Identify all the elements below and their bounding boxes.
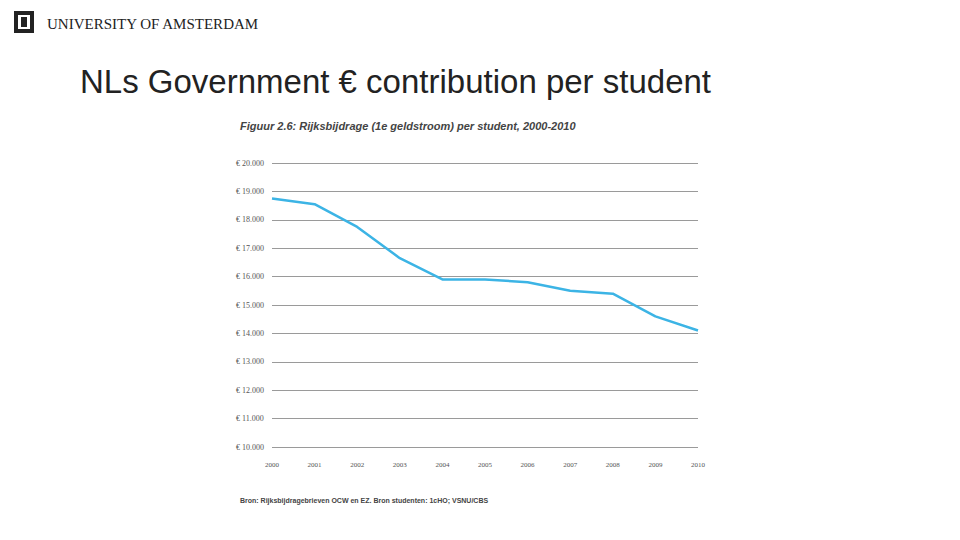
svg-text:UNIVERSITY OF AMSTERDAM: UNIVERSITY OF AMSTERDAM xyxy=(47,16,258,32)
svg-text:€ 18.000: € 18.000 xyxy=(236,215,264,224)
svg-text:NLs Government € contribution: NLs Government € contribution per studen… xyxy=(80,63,711,100)
svg-text:2001: 2001 xyxy=(308,461,323,469)
svg-text:2005: 2005 xyxy=(478,461,493,469)
svg-text:2009: 2009 xyxy=(648,461,663,469)
svg-text:2004: 2004 xyxy=(435,461,450,469)
svg-text:Figuur 2.6: Rijksbijdrage (1e: Figuur 2.6: Rijksbijdrage (1e geldstroom… xyxy=(240,120,576,132)
svg-text:Bron: Rijksbijdragebrieven OCW: Bron: Rijksbijdragebrieven OCW en EZ. Br… xyxy=(240,497,488,505)
svg-text:2003: 2003 xyxy=(393,461,408,469)
svg-text:€ 16.000: € 16.000 xyxy=(236,272,264,281)
svg-text:2010: 2010 xyxy=(691,461,706,469)
svg-text:€ 19.000: € 19.000 xyxy=(236,187,264,196)
svg-text:€ 13.000: € 13.000 xyxy=(236,357,264,366)
svg-text:€ 12.000: € 12.000 xyxy=(236,386,264,395)
svg-text:€ 11.000: € 11.000 xyxy=(236,414,264,423)
svg-text:€ 17.000: € 17.000 xyxy=(236,244,264,253)
svg-text:2006: 2006 xyxy=(521,461,536,469)
svg-text:€ 14.000: € 14.000 xyxy=(236,329,264,338)
svg-text:€ 10.000: € 10.000 xyxy=(236,443,264,452)
svg-text:2008: 2008 xyxy=(606,461,621,469)
svg-text:2002: 2002 xyxy=(350,461,365,469)
svg-text:€ 20.000: € 20.000 xyxy=(236,159,264,168)
svg-text:2000: 2000 xyxy=(265,461,280,469)
svg-text:€ 15.000: € 15.000 xyxy=(236,301,264,310)
svg-text:2007: 2007 xyxy=(563,461,578,469)
